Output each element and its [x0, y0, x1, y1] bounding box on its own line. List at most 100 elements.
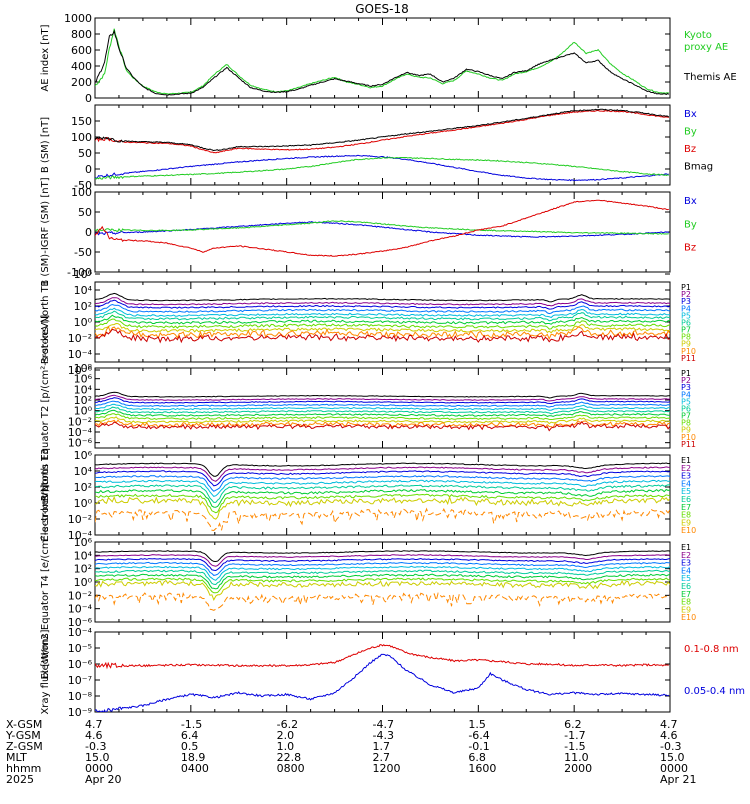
ephemeris-value: -1.5	[181, 718, 202, 731]
channel-line-e3	[95, 557, 670, 572]
channel-label: P2	[681, 290, 691, 299]
channel-line-p10	[95, 419, 670, 429]
ephemeris-value: 1.7	[373, 740, 391, 753]
channel-label: P7	[681, 326, 691, 335]
series-group	[95, 292, 670, 344]
ephemeris-value: -0.3	[660, 740, 681, 753]
channel-line-e9	[95, 495, 670, 520]
legend-entry: 0.1-0.8 nm	[684, 644, 739, 655]
legend-entry: 0.05-0.4 nm	[684, 686, 745, 697]
channel-line-p11	[95, 420, 670, 432]
ephemeris-value: 0000	[660, 762, 688, 775]
ephemeris-value: 0800	[277, 762, 305, 775]
channel-line-p5	[95, 307, 670, 319]
channel-line-p11	[95, 328, 670, 344]
y-tick-label: 10⁻⁷	[68, 674, 92, 687]
ephemeris-value: -4.3	[373, 729, 394, 742]
ephemeris-value: 4.7	[85, 718, 103, 731]
channel-label: E7	[681, 590, 691, 599]
series-line-by	[95, 220, 669, 235]
ephemeris-value: -6.2	[277, 718, 298, 731]
channel-line-e7	[95, 573, 670, 590]
series-group	[95, 644, 669, 712]
legend-entry: By	[684, 127, 697, 138]
y-tick-label: 0	[85, 226, 92, 239]
ephemeris-value: 4.6	[660, 729, 678, 742]
channel-line-p6	[95, 310, 670, 322]
ephemeris-value: 0400	[181, 762, 209, 775]
channel-label: P5	[681, 397, 691, 406]
channel-label: E7	[681, 503, 691, 512]
y-tick-label: 10⁻⁶	[68, 437, 93, 450]
channel-line-e2	[95, 466, 670, 482]
ephemeris-value: 18.9	[181, 751, 206, 764]
y-tick-label: 100	[71, 186, 92, 199]
series-line-bz	[95, 199, 669, 257]
series-line-by	[95, 156, 669, 180]
y-tick-label: 50	[78, 147, 92, 160]
y-tick-label: 10⁻²	[68, 415, 92, 428]
channel-label: E10	[681, 613, 696, 622]
ephemeris-row-label: MLT	[6, 751, 27, 764]
ephemeris-value: 11.0	[564, 751, 589, 764]
series-group	[95, 199, 669, 257]
channel-label: E9	[681, 518, 691, 527]
channel-line-p3	[95, 397, 670, 405]
channel-line-e8	[95, 577, 670, 594]
ephemeris-value: -6.4	[468, 729, 489, 742]
panel-frame	[94, 191, 671, 273]
channel-label: P8	[681, 333, 691, 342]
channel-line-p7	[95, 314, 670, 325]
ephemeris-value: 0.5	[181, 740, 199, 753]
channel-line-p4	[95, 400, 670, 408]
y-tick-label: 10²	[74, 394, 92, 407]
y-tick-label: 800	[71, 28, 92, 41]
series-group	[95, 28, 670, 96]
ephemeris-value: 1600	[468, 762, 496, 775]
legend-entry: Bz	[684, 144, 696, 155]
y-tick-label: 10⁴	[74, 465, 93, 478]
channel-line-e4	[95, 561, 670, 576]
ephemeris-value: -0.3	[85, 740, 106, 753]
y-tick-label: 150	[71, 115, 92, 128]
y-tick-label: 10²	[74, 563, 92, 576]
y-tick-label: 10⁴	[74, 284, 93, 297]
channel-line-p7	[95, 409, 670, 417]
series-group	[95, 391, 670, 432]
channel-label: E3	[681, 559, 691, 568]
panel-e3: 10⁻⁴ 10⁻² 10⁰ 10² 10⁴ 10⁶ Electrons North T3 E1…	[40, 448, 696, 542]
ephemeris-row-label: 2025	[6, 773, 34, 786]
series-line-0-05-0-4-nm	[95, 653, 669, 712]
channel-line-p1	[95, 292, 670, 303]
channel-line-p5	[95, 403, 670, 411]
series-group	[95, 550, 670, 611]
panel-bdiff: -100 -50 0 50 100 B (SM)-IGRF (SM) [nT] Bx By Bz	[40, 177, 697, 286]
legend-entry: proxy AE	[684, 42, 728, 53]
channel-label: E4	[681, 479, 691, 488]
channel-label: P6	[681, 404, 691, 413]
y-tick-label: 10⁰	[74, 497, 93, 510]
channel-label: P8	[681, 419, 691, 428]
series-group	[95, 108, 670, 182]
y-tick-label: 10⁻⁹	[68, 706, 92, 719]
channel-line-e1	[95, 550, 670, 563]
channel-line-e10	[95, 507, 670, 532]
y-tick-label: 1000	[64, 12, 92, 25]
y-tick-label: 100	[71, 131, 92, 144]
y-tick-label: 10⁶	[74, 268, 93, 281]
series-line-themis-ae	[95, 29, 670, 96]
ephemeris-value: 4.6	[85, 729, 103, 742]
ephemeris-value: 15.0	[85, 751, 110, 764]
channel-line-p4	[95, 303, 670, 315]
channel-line-e5	[95, 565, 670, 581]
channel-line-p9	[95, 416, 670, 425]
legend-entry: By	[684, 219, 697, 230]
ephemeris-value: 2.7	[373, 751, 391, 764]
channel-label: P3	[681, 297, 691, 306]
channel-label: E5	[681, 487, 691, 496]
y-axis-label: B (SM)-IGRF (SM) [nT]	[40, 177, 51, 286]
channel-label: P1	[681, 369, 691, 378]
y-tick-label: 10⁻⁴	[68, 426, 93, 439]
